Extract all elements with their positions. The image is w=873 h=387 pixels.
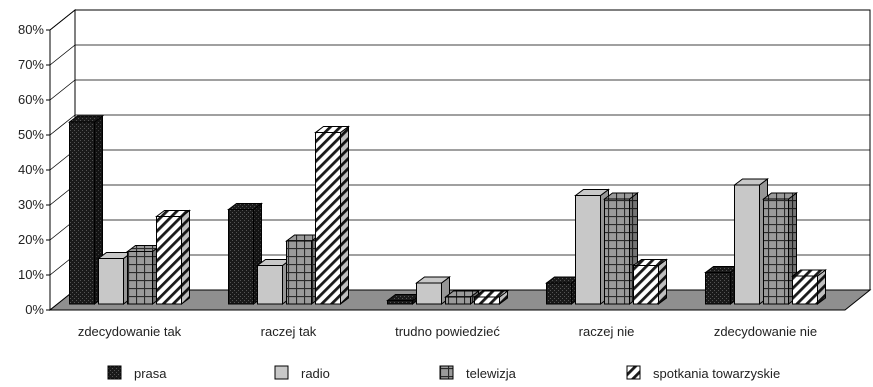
bar-front xyxy=(286,240,312,305)
legend-item-radio: radio xyxy=(274,365,330,381)
y-tick-label: 20% xyxy=(18,232,44,247)
bar-telewizja-2 xyxy=(444,290,480,305)
bar-front xyxy=(127,251,153,305)
legend-item-telewizja: telewizja xyxy=(439,365,517,381)
bar-side-shade xyxy=(658,259,667,304)
category-label: trudno powiedzieć xyxy=(395,324,500,339)
y-tick-label: 70% xyxy=(18,57,44,72)
bar-radio-0 xyxy=(97,251,133,305)
bar-spotkania-towarzyskie-1 xyxy=(314,125,350,305)
y-tick-label: 30% xyxy=(18,197,44,212)
bar-telewizja-1 xyxy=(285,234,321,305)
y-tick-label: 0% xyxy=(25,302,44,317)
y-axis-ticks: 0% 10% 20% 30% 40% 50% 60% 70% 80% xyxy=(18,22,50,317)
bar-front xyxy=(228,209,254,305)
bar-top xyxy=(733,178,769,186)
category-label: zdecydowanie nie xyxy=(714,324,817,339)
legend-swatch xyxy=(626,365,641,380)
bar-side-shade xyxy=(817,270,826,304)
bar-front xyxy=(98,258,124,305)
bar-prasa-0 xyxy=(68,115,104,305)
legend-item-spotkania-towarzyskie: spotkania towarzyskie xyxy=(626,365,780,381)
legend: prasa radio telewizja spotkania towarzyskie xyxy=(107,365,780,381)
bar-spotkania-towarzyskie-3 xyxy=(632,258,668,305)
y-tick-label: 60% xyxy=(18,92,44,107)
bar-top xyxy=(415,276,451,284)
legend-label: spotkania towarzyskie xyxy=(653,366,780,381)
bar-top xyxy=(791,269,827,277)
bar-top xyxy=(155,210,191,217)
category-labels: zdecydowanie tak raczej tak trudno powiedz… xyxy=(78,324,817,339)
bars xyxy=(68,115,827,305)
bar-front xyxy=(257,265,283,305)
bar-top xyxy=(632,259,668,266)
bar-prasa-4 xyxy=(704,265,740,305)
bar-radio-4 xyxy=(733,178,769,305)
bar-front xyxy=(156,216,182,305)
gridline-side xyxy=(49,114,76,136)
y-tick-label: 50% xyxy=(18,127,44,142)
bar-spotkania-towarzyskie-2 xyxy=(473,290,509,305)
bar-top xyxy=(227,203,263,210)
bar-side-shade xyxy=(181,210,190,304)
bar-spotkania-towarzyskie-4 xyxy=(791,269,827,305)
bar-prasa-1 xyxy=(227,202,263,305)
legend-swatch xyxy=(107,365,122,380)
bar-top xyxy=(444,290,480,298)
bar-top xyxy=(762,192,798,200)
category-label: raczej nie xyxy=(579,324,635,339)
bar-top xyxy=(603,192,639,200)
bar-radio-1 xyxy=(256,258,292,305)
bar-front xyxy=(69,121,95,305)
y-tick-label: 10% xyxy=(18,267,44,282)
bar-front xyxy=(416,282,442,305)
bar-side-shade xyxy=(499,291,508,304)
bar-front xyxy=(705,272,731,305)
bar-front xyxy=(445,296,471,305)
y-tick-label: 40% xyxy=(18,162,44,177)
bar-spotkania-towarzyskie-0 xyxy=(155,209,191,305)
bar-side-shade xyxy=(340,126,349,304)
gridline-side xyxy=(49,44,76,66)
bar-front xyxy=(474,296,500,305)
bar-front xyxy=(575,195,601,305)
bar-front xyxy=(633,265,659,305)
bar-telewizja-0 xyxy=(126,244,162,305)
legend-swatch xyxy=(274,365,289,380)
bar-front xyxy=(792,275,818,305)
bar-top xyxy=(473,290,509,298)
legend-label: radio xyxy=(301,366,330,381)
gridline-side xyxy=(49,9,76,31)
bar-front xyxy=(315,132,341,305)
bar-front xyxy=(763,198,789,305)
y-tick-label: 80% xyxy=(18,22,44,37)
bar-front xyxy=(387,300,413,305)
legend-label: telewizja xyxy=(466,366,517,381)
category-label: raczej tak xyxy=(261,324,317,339)
legend-swatch xyxy=(439,365,454,380)
gridline-side xyxy=(49,79,76,101)
category-label: zdecydowanie tak xyxy=(78,324,182,339)
bar-front xyxy=(734,184,760,305)
bar-radio-3 xyxy=(574,188,610,305)
bar-radio-2 xyxy=(415,276,451,305)
bar-top xyxy=(574,189,610,196)
legend-item-prasa: prasa xyxy=(107,365,167,381)
bar-front xyxy=(546,282,572,305)
bar-telewizja-4 xyxy=(762,192,798,305)
legend-label: prasa xyxy=(134,366,167,381)
bar-top xyxy=(68,115,104,123)
bar-front xyxy=(604,198,630,305)
bar-top xyxy=(314,126,350,133)
bar-telewizja-3 xyxy=(603,192,639,305)
bar-prasa-3 xyxy=(545,276,581,305)
